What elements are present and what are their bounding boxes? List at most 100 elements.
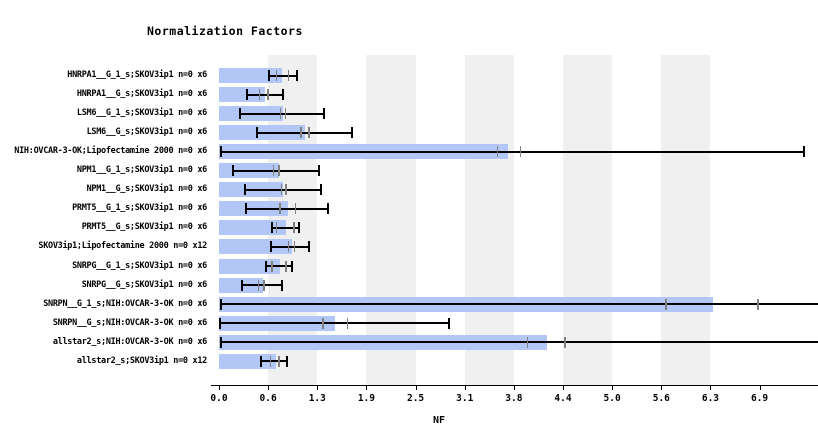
- category-label: PRMT5__G_s;SKOV3ip1 n=0 x6: [81, 222, 208, 233]
- bar: [219, 239, 293, 255]
- error-cap-high: [291, 260, 294, 272]
- category-label: NIH:OVCAR-3-OK;Lipofectamine 2000 n=0 x6: [14, 146, 207, 157]
- error-cap-low: [240, 279, 243, 291]
- category-label: SNRPN__G_1_s;NIH:OVCAR-3-OK n=0 x6: [43, 298, 207, 309]
- error-bar: [220, 150, 804, 153]
- error-cap-low: [270, 222, 273, 234]
- replicate-mark: [519, 146, 522, 158]
- chart-title: Normalization Factors: [147, 24, 303, 38]
- error-cap-low: [267, 70, 270, 81]
- error-cap-high: [317, 165, 320, 177]
- x-axis-tick: [219, 386, 220, 390]
- x-axis-tick: [415, 386, 417, 390]
- error-bar: [219, 322, 449, 325]
- error-cap-high: [447, 317, 450, 329]
- error-bar: [268, 74, 297, 77]
- error-cap-low: [269, 241, 272, 253]
- replicate-mark: [564, 336, 566, 348]
- x-axis-tick: [317, 386, 319, 390]
- replicate-mark: [263, 279, 265, 291]
- replicate-mark: [275, 70, 278, 81]
- error-cap-low: [232, 165, 235, 177]
- x-axis-tick-label: 6.3: [701, 393, 720, 404]
- error-bar: [256, 131, 352, 134]
- x-axis-tick-label: 0.0: [210, 393, 228, 404]
- error-cap-low: [244, 203, 247, 215]
- replicate-mark: [285, 184, 287, 196]
- replicate-mark: [271, 260, 273, 272]
- replicate-mark: [496, 146, 499, 158]
- x-axis-tick: [366, 386, 368, 390]
- x-axis-tick-label: 1.3: [308, 393, 326, 404]
- error-bar: [266, 265, 293, 267]
- x-axis-tick-label: 3.8: [505, 393, 523, 404]
- error-cap-low: [265, 260, 268, 272]
- replicate-mark: [278, 165, 280, 177]
- x-axis-tick: [710, 386, 712, 390]
- x-axis-tick: [464, 386, 466, 390]
- replicate-mark: [757, 298, 759, 310]
- error-cap-high: [286, 355, 289, 367]
- replicate-mark: [275, 222, 278, 234]
- category-label: allstar2_s;SKOV3ip1 n=0 x12: [76, 355, 207, 366]
- bar: [219, 258, 281, 274]
- category-label: allstar2_s;NIH:OVCAR-3-OK n=0 x6: [52, 336, 207, 347]
- category-label: SNRPN__G_s;NIH:OVCAR-3-OK n=0 x6: [52, 317, 207, 328]
- x-axis-tick-label: 1.9: [357, 393, 376, 404]
- x-axis-tick: [661, 386, 663, 390]
- replicate-mark: [279, 203, 281, 215]
- replicate-mark: [293, 222, 295, 234]
- error-cap-low: [219, 298, 222, 310]
- x-axis-tick-label: 6.9: [750, 393, 769, 404]
- category-label: SKOV3ip1;Lipofectamine 2000 n=0 x12: [38, 241, 207, 252]
- error-cap-high: [320, 184, 323, 196]
- error-cap-low: [219, 336, 222, 348]
- replicate-mark: [322, 317, 324, 329]
- category-label: HNRPA1__G_1_s;SKOV3ip1 n=0 x6: [67, 70, 207, 80]
- x-axis-tick-label: 5.0: [603, 393, 621, 404]
- error-cap-low: [219, 146, 222, 158]
- category-label: LSM6__G_1_s;SKOV3ip1 n=0 x6: [76, 108, 207, 119]
- replicate-mark: [665, 298, 667, 310]
- error-bar: [260, 360, 288, 363]
- x-axis-tick-label: 0.6: [259, 393, 277, 404]
- error-cap-high: [326, 203, 329, 215]
- error-cap-low: [218, 317, 221, 329]
- error-cap-low: [239, 108, 242, 120]
- background-band: [563, 55, 613, 385]
- error-cap-high: [803, 146, 805, 158]
- background-band: [661, 55, 711, 385]
- error-bar: [240, 112, 324, 115]
- x-axis-line: [211, 385, 818, 386]
- replicate-mark: [300, 127, 302, 139]
- replicate-mark: [278, 355, 280, 367]
- bar: [219, 220, 286, 236]
- replicate-mark: [308, 127, 310, 139]
- error-cap-low: [245, 89, 248, 101]
- error-bar: [220, 303, 818, 306]
- replicate-mark: [272, 165, 275, 177]
- x-axis-tick: [612, 386, 614, 390]
- error-bar: [271, 226, 300, 229]
- error-bar: [233, 169, 319, 172]
- replicate-mark: [285, 260, 287, 272]
- category-label: LSM6__G_s;SKOV3ip1 n=0 x6: [86, 127, 208, 138]
- x-axis-tick-label: 3.1: [456, 393, 474, 404]
- error-cap-high: [322, 108, 325, 120]
- error-bar: [246, 93, 284, 96]
- category-label: NPM1__G_1_s;SKOV3ip1 n=0 x6: [76, 165, 207, 176]
- error-cap-high: [298, 222, 301, 234]
- error-bar: [241, 284, 282, 287]
- replicate-mark: [287, 70, 290, 81]
- replicate-mark: [280, 184, 283, 196]
- replicate-mark: [269, 355, 272, 367]
- error-bar: [270, 245, 310, 248]
- error-cap-high: [295, 70, 298, 81]
- x-axis-label: NF: [432, 415, 446, 426]
- replicate-mark: [294, 203, 297, 215]
- error-bar: [245, 207, 328, 210]
- error-cap-low: [255, 127, 258, 139]
- replicate-mark: [526, 336, 529, 348]
- x-axis-tick: [759, 386, 761, 390]
